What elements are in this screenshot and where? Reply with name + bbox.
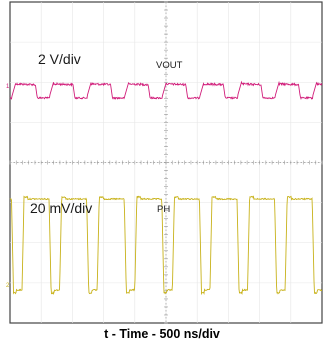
vout-channel-marker: 1 [6, 84, 10, 90]
vout-trace [9, 80, 323, 100]
ph-channel: 20 mV/div PH 2 [6, 195, 323, 296]
ph-trace-label: PH [157, 204, 170, 215]
ph-trace [9, 195, 323, 296]
vout-channel: 2 V/div VOUT 1 [6, 51, 323, 100]
vout-scale-label: 2 V/div [38, 51, 81, 67]
x-axis-label: t - Time - 500 ns/div [104, 327, 220, 341]
grid [9, 1, 323, 324]
ph-scale-label: 20 mV/div [30, 200, 92, 216]
vout-trace-label: VOUT [156, 60, 183, 71]
ph-channel-marker: 2 [6, 283, 10, 289]
